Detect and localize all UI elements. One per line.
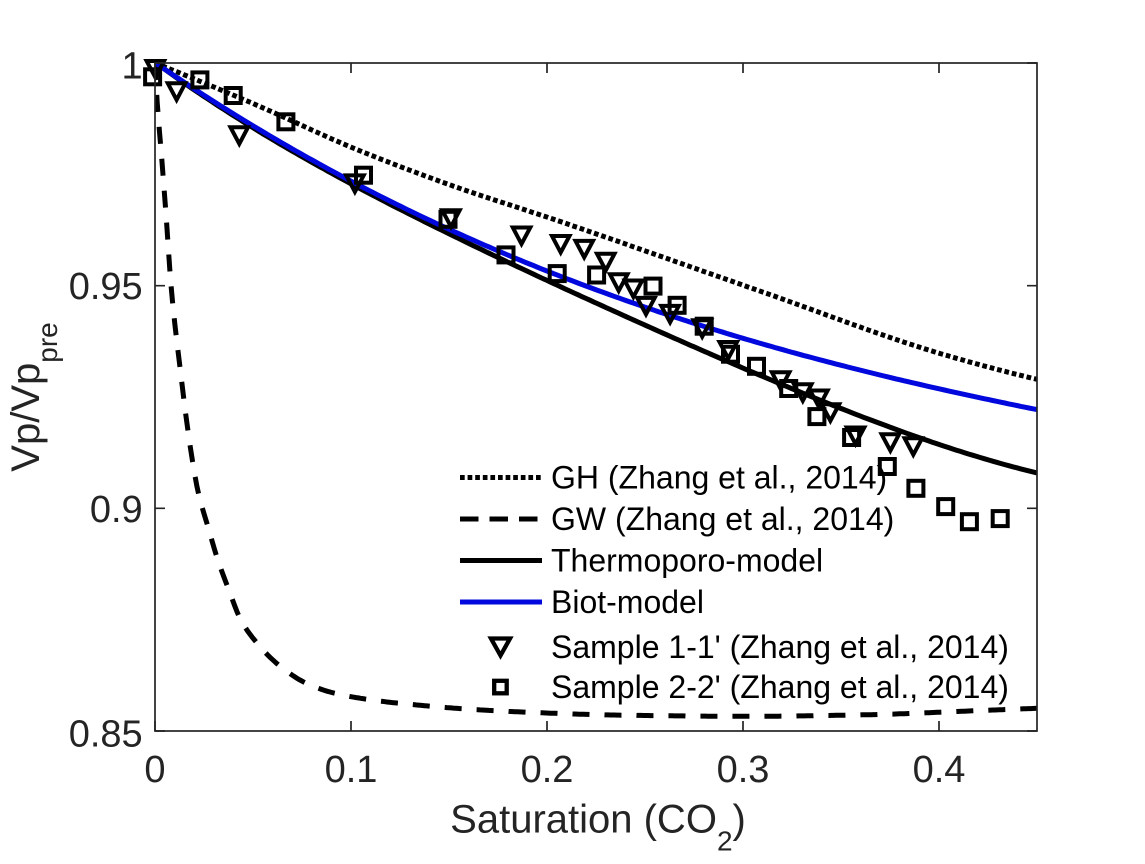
svg-text:GW (Zhang et al., 2014): GW (Zhang et al., 2014) bbox=[551, 501, 894, 537]
svg-text:GH (Zhang et al., 2014): GH (Zhang et al., 2014) bbox=[551, 460, 887, 496]
svg-text:0.95: 0.95 bbox=[69, 266, 143, 308]
svg-text:Thermoporo-model: Thermoporo-model bbox=[551, 543, 823, 579]
svg-text:0: 0 bbox=[144, 749, 165, 791]
svg-text:Sample 1-1' (Zhang et al., 201: Sample 1-1' (Zhang et al., 2014) bbox=[551, 629, 1009, 665]
svg-text:Sample 2-2' (Zhang et al., 201: Sample 2-2' (Zhang et al., 2014) bbox=[551, 669, 1009, 705]
svg-text:1: 1 bbox=[122, 46, 143, 88]
svg-text:0.3: 0.3 bbox=[717, 749, 770, 791]
svg-text:Biot-model: Biot-model bbox=[551, 584, 704, 620]
svg-text:0.2: 0.2 bbox=[521, 749, 574, 791]
svg-text:0.9: 0.9 bbox=[90, 489, 143, 531]
svg-text:0.85: 0.85 bbox=[69, 714, 143, 756]
svg-text:0.4: 0.4 bbox=[913, 749, 966, 791]
svg-text:0.1: 0.1 bbox=[325, 749, 378, 791]
